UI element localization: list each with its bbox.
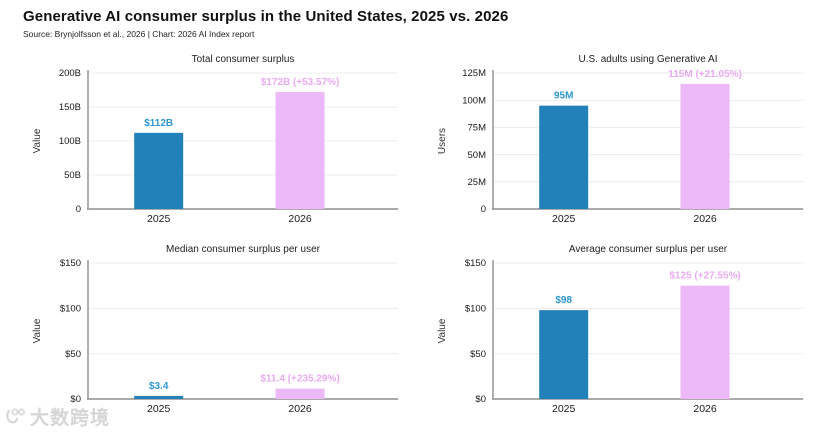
x-tick-label: 2026	[693, 213, 717, 225]
y-tick-label: 0	[481, 204, 486, 215]
y-axis-label: Value	[32, 128, 43, 153]
bar-value-label: $125 (+27.55%)	[669, 271, 740, 282]
y-tick-label: 200B	[59, 68, 81, 79]
y-tick-label: $50	[65, 349, 81, 360]
y-tick-label: $150	[60, 258, 81, 269]
chart-panel-total-consumer-surplus: Total consumer surplus Value 0 50B 100B 150B 2…	[20, 48, 410, 226]
y-tick-label: 100B	[59, 136, 81, 147]
charts-grid: Total consumer surplus Value 0 50B 100B 150B 2…	[20, 48, 815, 416]
y-tick-label: $100	[60, 304, 81, 315]
x-tick-label: 2026	[288, 403, 312, 415]
bar-chart-total-consumer-surplus: Total consumer surplus Value 0 50B 100B 150B 2…	[32, 54, 398, 225]
page-title: Generative AI consumer surplus in the Un…	[23, 8, 509, 25]
y-tick-label: 75M	[468, 123, 487, 134]
bar-chart-average-surplus-per-user: Average consumer surplus per user Value $0…	[437, 244, 803, 415]
chart-title: Average consumer surplus per user	[569, 244, 728, 255]
bar-value-label: 95M	[554, 91, 573, 102]
bar-2025	[134, 395, 184, 399]
y-axis-label: Value	[437, 318, 448, 343]
bar-2026	[275, 92, 325, 209]
chart-panel-median-surplus-per-user: Median consumer surplus per user Value $0 $…	[20, 238, 410, 416]
x-tick-label: 2025	[552, 403, 576, 415]
bar-value-label: $11.4 (+235.29%)	[260, 374, 339, 385]
y-axis-label: Users	[437, 128, 448, 154]
bar-2025	[539, 105, 589, 209]
bar-chart-median-surplus-per-user: Median consumer surplus per user Value $0 $…	[32, 244, 398, 415]
report-header: Generative AI consumer surplus in the Un…	[23, 8, 508, 39]
chart-title: U.S. adults using Generative AI	[579, 54, 718, 65]
y-tick-label: 100M	[462, 95, 486, 106]
bar-2025	[134, 132, 184, 209]
bar-2025	[539, 310, 589, 399]
bar-value-label: $3.4	[149, 381, 169, 392]
y-tick-label: $100	[465, 304, 486, 315]
bar-value-label: 115M (+21.05%)	[668, 69, 742, 80]
chart-title: Total consumer surplus	[192, 54, 295, 65]
y-tick-label: 0	[76, 204, 81, 215]
x-tick-label: 2026	[288, 213, 312, 225]
source-line: Source: Brynjolfsson et al., 2026 | Char…	[23, 29, 255, 39]
bar-value-label: $98	[555, 295, 572, 306]
y-tick-label: $150	[465, 258, 486, 269]
chart-panel-us-adults-using-genai: U.S. adults using Generative AI Users 0 25M…	[425, 48, 815, 226]
bar-2026	[275, 388, 325, 399]
y-tick-label: $0	[70, 394, 81, 405]
chart-title: Median consumer surplus per user	[166, 244, 321, 255]
x-tick-label: 2025	[552, 213, 576, 225]
y-tick-label: 25M	[468, 177, 487, 188]
y-tick-label: 125M	[462, 68, 486, 79]
bar-2026	[680, 285, 730, 399]
y-tick-label: 50B	[64, 170, 81, 181]
bar-2026	[680, 83, 730, 209]
y-axis-label: Value	[32, 318, 43, 343]
bar-value-label: $172B (+53.57%)	[261, 77, 340, 88]
x-tick-label: 2026	[693, 403, 717, 415]
x-tick-label: 2025	[147, 403, 171, 415]
y-tick-label: 150B	[59, 102, 81, 113]
y-tick-label: $50	[470, 349, 486, 360]
y-tick-label: 50M	[468, 150, 487, 161]
bar-value-label: $112B	[144, 118, 173, 129]
x-tick-label: 2025	[147, 213, 171, 225]
bar-chart-us-adults-using-genai: U.S. adults using Generative AI Users 0 25M…	[437, 54, 803, 225]
y-tick-label: $0	[475, 394, 486, 405]
chart-panel-average-surplus-per-user: Average consumer surplus per user Value $0…	[425, 238, 815, 416]
